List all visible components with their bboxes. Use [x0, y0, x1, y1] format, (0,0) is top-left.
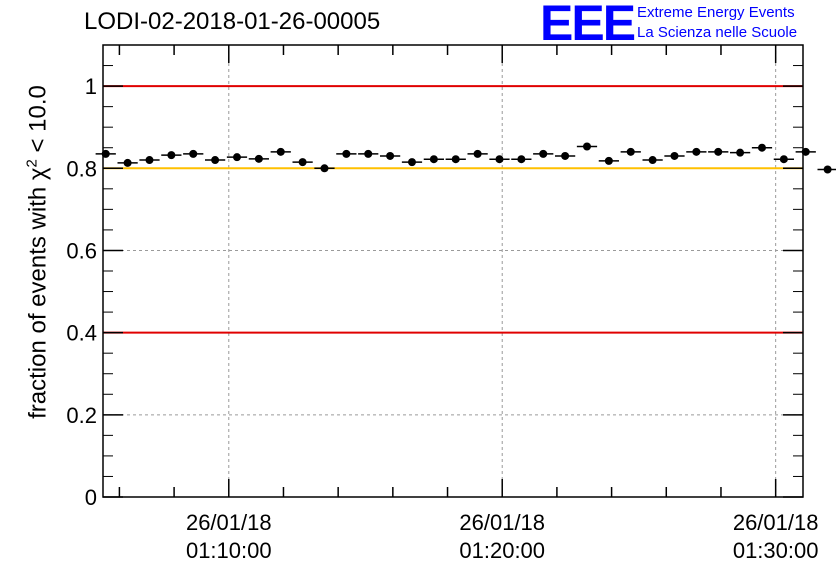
- y-tick-label-4: 0.8: [66, 156, 97, 181]
- data-point-19: [517, 155, 526, 164]
- x-tick-label-date-2: 26/01/18: [733, 510, 819, 535]
- data-point-3: [167, 151, 176, 160]
- y-tick-label-5: 1: [85, 74, 97, 99]
- data-point-15: [429, 155, 438, 164]
- data-point-6: [232, 153, 241, 162]
- data-point-24: [626, 147, 635, 156]
- data-point-14: [407, 158, 416, 167]
- logo-line-2: La Scienza nelle Scuole: [637, 24, 798, 41]
- chart-title: LODI-02-2018-01-26-00005: [84, 8, 381, 35]
- data-point-12: [364, 149, 373, 158]
- plot-frame: [102, 44, 804, 498]
- data-point-22: [582, 142, 591, 151]
- y-tick-label-1: 0.2: [66, 403, 97, 428]
- data-point-26: [670, 151, 679, 160]
- y-axis-label-symbol: χ: [24, 167, 52, 181]
- x-tick-label-date-1: 26/01/18: [459, 510, 545, 535]
- eee-logo-mark: EEE: [540, 0, 636, 51]
- x-tick-label-time-0: 01:10:00: [186, 538, 272, 563]
- data-point-4: [189, 149, 198, 158]
- logo-line-1: Extreme Energy Events: [637, 4, 795, 21]
- y-tick-label-2: 0.4: [66, 321, 97, 346]
- y-axis-label: fraction of events with χ2 < 10.0: [24, 85, 53, 419]
- x-tick-label-time-1: 01:20:00: [459, 538, 545, 563]
- data-point-8: [276, 147, 285, 156]
- eee-logo: EEE Extreme Energy Events La Scienza nel…: [540, 0, 836, 52]
- data-point-16: [451, 155, 460, 164]
- data-point-27: [692, 147, 701, 156]
- data-point-13: [386, 151, 395, 160]
- data-point-21: [561, 151, 570, 160]
- data-point-9: [298, 158, 307, 167]
- data-point-10: [320, 164, 329, 173]
- data-point-17: [473, 149, 482, 158]
- y-axis-label-prefix: fraction of events with: [24, 180, 52, 419]
- data-point-2: [145, 156, 154, 165]
- y-tick-label-3: 0.6: [66, 238, 97, 263]
- data-point-23: [604, 156, 613, 165]
- data-point-11: [342, 149, 351, 158]
- data-point-5: [211, 156, 220, 165]
- data-point-31: [779, 155, 788, 164]
- data-point-18: [495, 155, 504, 164]
- y-axis-label-suffix: < 10.0: [24, 85, 52, 160]
- data-point-28: [714, 147, 723, 156]
- data-point-7: [254, 154, 263, 163]
- x-tick-label-time-2: 01:30:00: [733, 538, 819, 563]
- x-tick-label-date-0: 26/01/18: [186, 510, 272, 535]
- data-point-30: [757, 143, 766, 152]
- y-axis-label-sup: 2: [23, 159, 41, 168]
- data-point-33: [823, 165, 832, 174]
- data-point-20: [539, 149, 548, 158]
- data-point-25: [648, 156, 657, 165]
- y-tick-label-0: 0: [85, 485, 97, 510]
- data-point-1: [123, 158, 132, 167]
- data-point-29: [736, 148, 745, 157]
